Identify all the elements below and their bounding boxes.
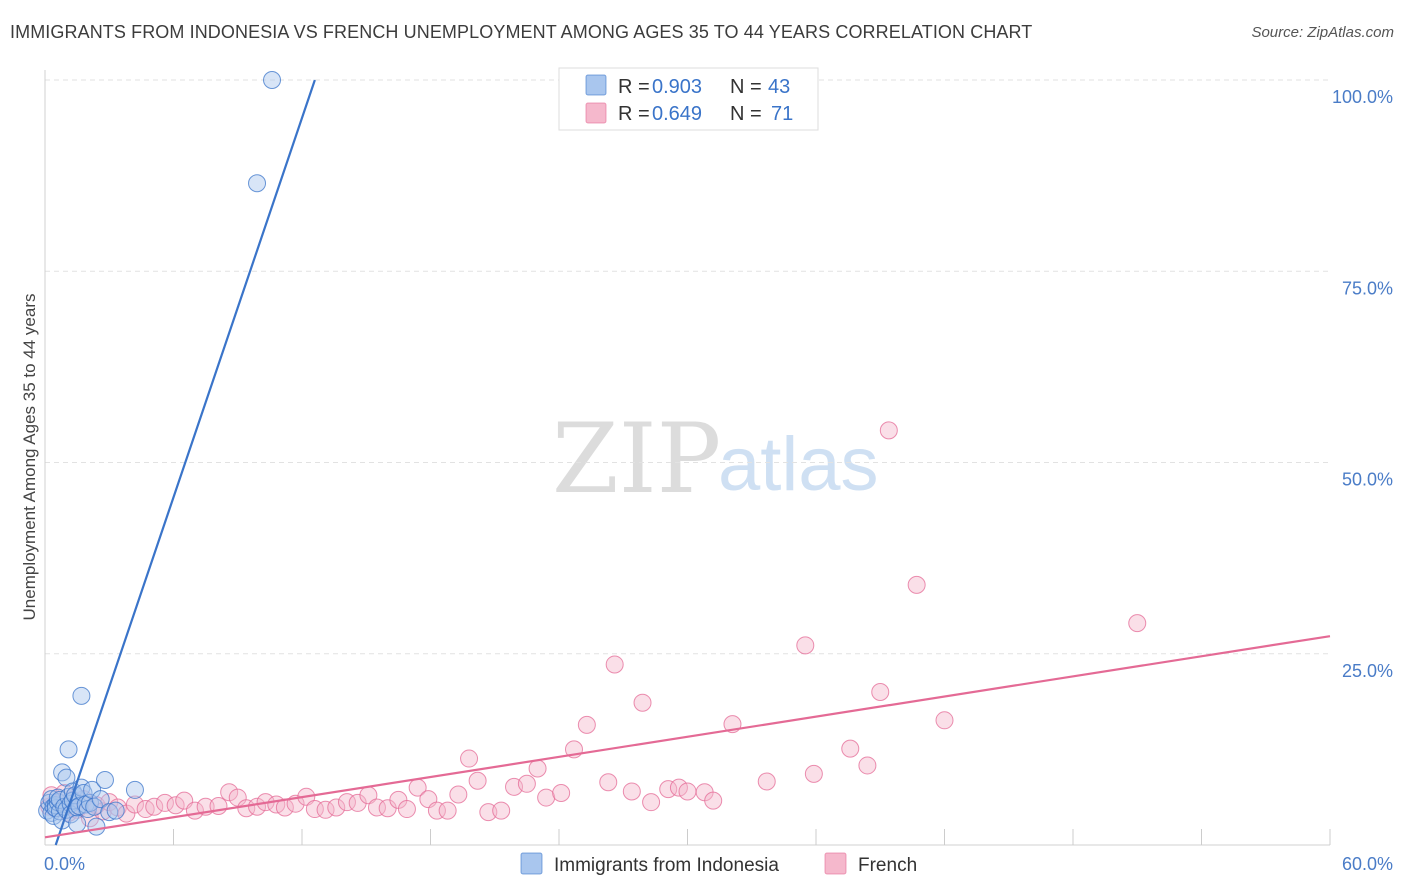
legend-swatch-french (585, 102, 607, 124)
chart-title: IMMIGRANTS FROM INDONESIA VS FRENCH UNEM… (10, 22, 1033, 42)
french-point (155, 793, 174, 812)
french-point (642, 793, 661, 812)
french-point (479, 803, 498, 822)
legend-r-value-french: 0.649 (652, 103, 702, 125)
french-point (599, 773, 618, 792)
french-point (622, 782, 641, 801)
bottom-legend-label-french: French (858, 855, 917, 876)
legend-r-value-indonesia: 0.903 (652, 76, 702, 98)
french-point (935, 711, 954, 730)
indonesia-points (38, 71, 282, 836)
french-point (757, 772, 776, 791)
french-point (871, 683, 890, 701)
legend-n-value-indonesia: 43 (768, 76, 790, 98)
correlation-legend: R = 0.903 N = 43 R = 0.649 N = 71 (558, 67, 819, 131)
legend-n-label-french: N = (730, 103, 762, 125)
french-point (704, 791, 723, 810)
french-point (678, 782, 697, 801)
indonesia-point (100, 803, 119, 822)
french-trendline (44, 635, 1331, 839)
indonesia-point (106, 801, 125, 820)
indonesia-point (125, 780, 144, 799)
french-point (492, 801, 511, 820)
french-point (528, 759, 547, 778)
french-point (796, 636, 815, 655)
legend-n-label-indonesia: N = (730, 76, 762, 98)
bottom-legend-label-indonesia: Immigrants from Indonesia (554, 855, 779, 876)
french-point (125, 795, 144, 814)
french-point (879, 421, 898, 440)
french-point (841, 739, 860, 758)
indonesia-point (248, 174, 267, 193)
french-point (577, 715, 596, 734)
legend-swatch-indonesia (585, 74, 607, 96)
french-point (804, 764, 823, 783)
bottom-legend-swatch-french (824, 852, 847, 875)
french-point (460, 749, 479, 768)
french-point (468, 771, 487, 790)
x-tick-label-max: 60.0% (1342, 854, 1393, 874)
x-tick-label-min: 0.0% (44, 854, 85, 874)
indonesia-point (263, 71, 282, 89)
french-point (449, 785, 468, 804)
source-attribution: Source: ZipAtlas.com (1251, 24, 1394, 41)
y-tick-labels: 100.0% 75.0% 50.0% 25.0% (1332, 87, 1393, 681)
y-tick-label-100: 100.0% (1332, 87, 1393, 107)
french-point (858, 756, 877, 775)
french-point (348, 793, 367, 812)
indonesia-point (87, 817, 106, 836)
y-tick-label-25: 25.0% (1342, 661, 1393, 681)
french-point (537, 788, 556, 807)
french-point (605, 655, 624, 674)
trendlines (44, 79, 1331, 846)
legend-r-label-french: R = (618, 103, 650, 125)
french-point (907, 575, 926, 594)
y-tick-label-50: 50.0% (1342, 470, 1393, 490)
x-tick-marks (173, 829, 1331, 845)
legend-n-value-french: 71 (771, 103, 793, 125)
indonesia-point (95, 770, 114, 789)
french-point (669, 778, 688, 797)
french-point (427, 801, 446, 820)
y-axis-label: Unemployment Among Ages 35 to 44 years (20, 294, 39, 621)
grid-lines (45, 79, 1330, 655)
french-point (517, 774, 536, 793)
french-point (316, 800, 335, 819)
french-point (438, 801, 457, 820)
french-point (552, 783, 571, 802)
french-point (327, 798, 346, 817)
french-point (166, 796, 185, 815)
legend-r-label-indonesia: R = (618, 76, 650, 98)
indonesia-trendline (54, 79, 316, 846)
indonesia-point (68, 814, 87, 833)
french-point (633, 693, 652, 712)
french-point (145, 797, 164, 816)
series-legend: Immigrants from Indonesia French (520, 852, 917, 876)
bottom-legend-swatch-indonesia (520, 852, 543, 875)
watermark-atlas: atlas (718, 422, 879, 507)
indonesia-point (91, 790, 110, 809)
watermark-zip: ZIP (552, 403, 721, 515)
french-point (1128, 614, 1147, 633)
y-tick-label-75: 75.0% (1342, 278, 1393, 298)
indonesia-point (72, 686, 91, 705)
indonesia-point (59, 740, 78, 759)
french-point (397, 800, 416, 819)
french-point (220, 783, 239, 802)
